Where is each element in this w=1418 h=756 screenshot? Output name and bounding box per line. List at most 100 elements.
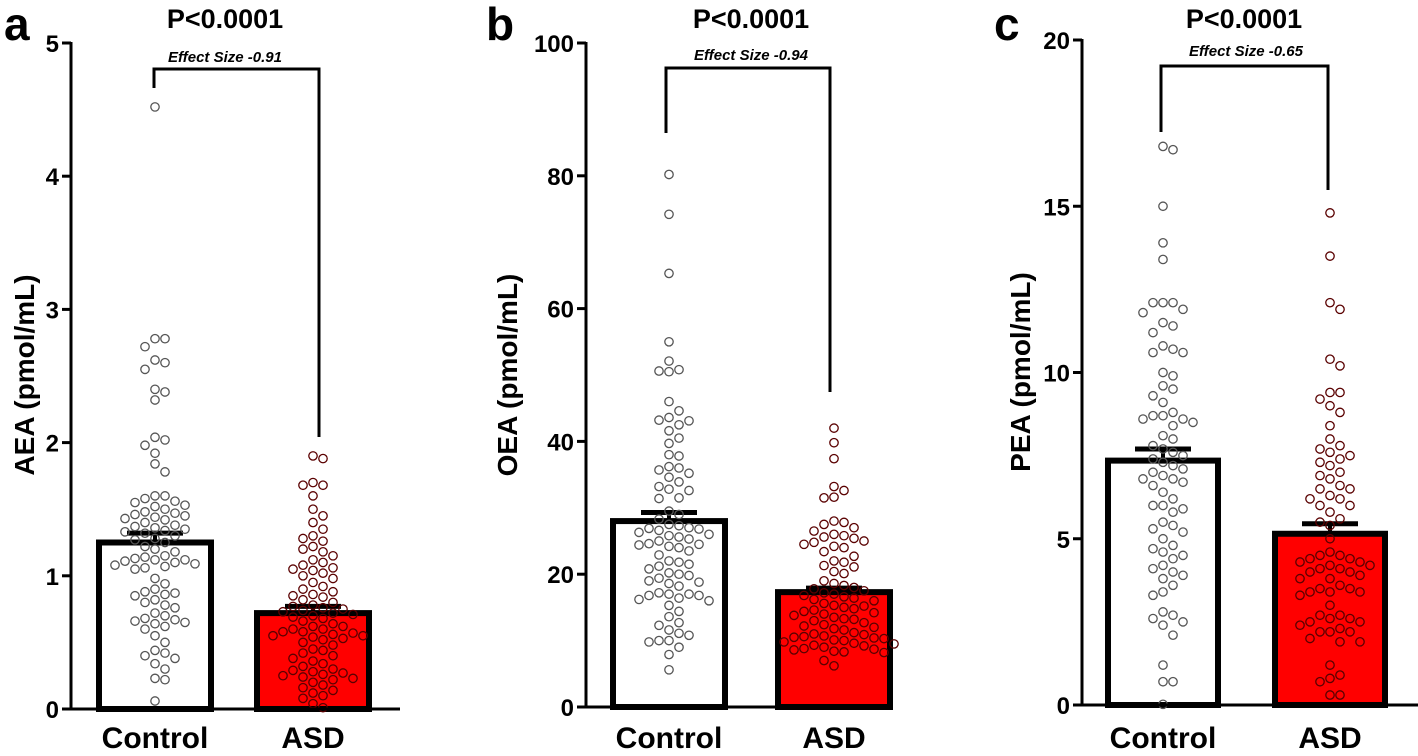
data-point-control xyxy=(644,564,654,574)
data-point-control xyxy=(1168,474,1178,484)
data-point-control xyxy=(140,562,150,573)
data-point-control xyxy=(664,635,674,646)
data-point-control xyxy=(674,477,684,487)
data-point-control xyxy=(664,649,674,660)
data-point-control xyxy=(1168,493,1178,504)
data-point-asd xyxy=(789,632,799,643)
data-point-control xyxy=(674,642,684,653)
data-point-control xyxy=(664,484,674,495)
data-point-control xyxy=(1158,430,1168,441)
data-point-control xyxy=(150,618,160,629)
data-point-asd xyxy=(308,477,318,488)
data-point-asd xyxy=(308,666,318,677)
data-point-control xyxy=(664,611,674,622)
data-point-control xyxy=(170,496,180,507)
data-point-asd xyxy=(869,633,879,643)
data-point-control xyxy=(160,357,170,368)
data-point-control xyxy=(140,597,150,608)
data-point-asd xyxy=(829,600,839,611)
data-point-asd xyxy=(799,606,809,617)
data-point-control xyxy=(1158,297,1168,308)
bars xyxy=(610,509,893,711)
data-point-asd xyxy=(1335,610,1345,621)
data-point-control xyxy=(160,537,170,548)
y-tick-label: 5 xyxy=(1057,527,1070,554)
data-point-asd xyxy=(298,648,308,658)
data-point-control xyxy=(664,541,674,552)
y-tick-label: 100 xyxy=(534,31,574,58)
data-point-asd xyxy=(799,590,809,601)
data-point-asd xyxy=(268,630,278,641)
data-point-control xyxy=(1148,390,1158,401)
data-point-asd xyxy=(859,601,869,611)
data-point-asd xyxy=(829,423,839,433)
data-point-asd xyxy=(288,612,298,622)
effect-size-label: Effect Size -0.65 xyxy=(1189,43,1304,60)
data-point-asd xyxy=(318,546,328,557)
data-point-control xyxy=(634,594,644,605)
data-point-control xyxy=(150,554,160,565)
data-point-asd xyxy=(819,609,829,619)
data-point-control xyxy=(130,521,140,532)
data-point-control xyxy=(1158,341,1168,351)
data-point-asd xyxy=(1315,626,1325,637)
data-point-asd xyxy=(1325,520,1335,531)
data-point-control xyxy=(1178,527,1188,537)
data-point-control xyxy=(170,653,180,664)
data-point-asd xyxy=(1335,623,1345,634)
data-point-asd xyxy=(1335,580,1345,591)
data-point-control xyxy=(674,463,684,473)
data-point-asd xyxy=(348,628,358,638)
p-value-title: P<0.0001 xyxy=(693,4,809,34)
data-point-control xyxy=(1158,573,1168,584)
data-point-control xyxy=(1168,144,1178,155)
data-point-asd xyxy=(1325,660,1335,670)
data-point-asd xyxy=(318,634,328,645)
data-point-control xyxy=(1178,477,1188,488)
data-point-control xyxy=(130,534,140,545)
data-point-control xyxy=(170,546,180,557)
data-point-control xyxy=(654,415,664,426)
data-point-asd xyxy=(338,668,348,678)
data-point-asd xyxy=(799,539,809,550)
data-point-control xyxy=(1168,676,1178,687)
data-point-asd xyxy=(318,680,328,690)
data-point-control xyxy=(140,613,150,624)
data-point-asd xyxy=(1315,563,1325,574)
data-point-asd xyxy=(308,577,318,588)
data-point-asd xyxy=(318,602,328,613)
data-point-asd xyxy=(1295,573,1305,584)
data-point-control xyxy=(110,560,120,570)
data-point-control xyxy=(150,491,160,501)
data-point-asd xyxy=(819,560,829,571)
data-point-control xyxy=(170,602,180,613)
data-point-control xyxy=(674,451,684,461)
data-point-control xyxy=(684,485,694,496)
data-point-control xyxy=(664,664,674,675)
data-point-control xyxy=(1158,380,1168,391)
data-point-asd xyxy=(1325,474,1335,484)
data-point-control xyxy=(1138,414,1148,424)
data-point-control xyxy=(1178,550,1188,561)
data-point-control xyxy=(150,355,160,365)
data-point-control xyxy=(654,550,664,560)
data-point-asd xyxy=(849,614,859,625)
data-point-asd xyxy=(318,568,328,578)
data-point-control xyxy=(170,614,180,625)
data-point-control xyxy=(1158,367,1168,378)
data-point-control xyxy=(674,520,684,531)
data-point-control xyxy=(664,412,674,423)
data-point-control xyxy=(654,635,664,646)
data-point-control xyxy=(150,658,160,669)
data-point-asd xyxy=(318,624,328,634)
data-point-asd xyxy=(819,587,829,598)
data-point-control xyxy=(664,461,674,472)
data-point-control xyxy=(1158,410,1168,421)
data-point-asd xyxy=(308,491,318,501)
significance-bracket-line xyxy=(152,67,321,437)
data-point-asd xyxy=(298,637,308,648)
data-point-control xyxy=(1158,317,1168,328)
data-point-asd xyxy=(1335,387,1345,398)
y-tick-label: 0 xyxy=(46,697,59,724)
data-point-control xyxy=(664,366,674,377)
